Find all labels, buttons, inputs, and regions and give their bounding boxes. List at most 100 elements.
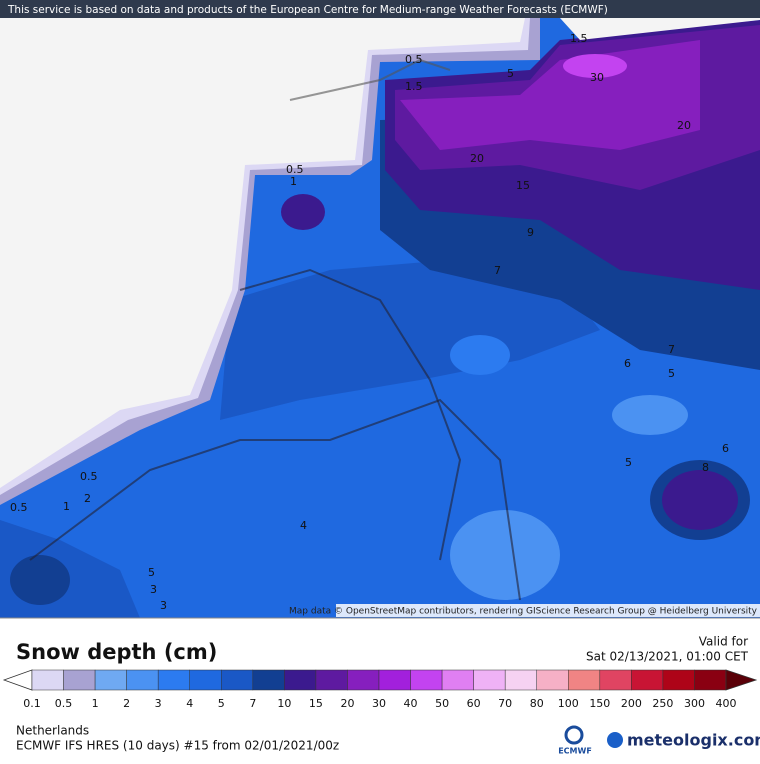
legend-swatch — [441, 669, 474, 691]
legend-swatch — [410, 669, 443, 691]
legend-label: 0.5 — [55, 697, 73, 710]
contour-label: 0.5 — [286, 163, 304, 176]
contour-label: 5 — [507, 67, 514, 80]
legend-swatch — [189, 669, 222, 691]
legend-label: 250 — [652, 697, 673, 710]
legend-swatch — [252, 669, 285, 691]
contour-label: 9 — [527, 226, 534, 239]
coast — [289, 58, 451, 101]
snow-band — [450, 510, 560, 600]
snow-band — [612, 395, 688, 435]
legend-label: 15 — [309, 697, 323, 710]
legend-label: 20 — [340, 697, 354, 710]
title: Snow depth (cm) — [16, 640, 217, 664]
legend-swatch — [662, 669, 695, 691]
legend-label: 5 — [218, 697, 225, 710]
border — [239, 268, 462, 561]
contour-label: 2 — [84, 492, 91, 505]
legend-swatch — [347, 669, 380, 691]
contour-label: 1 — [290, 175, 297, 188]
valid-time: Sat 02/13/2021, 01:00 CET — [586, 650, 749, 664]
contour-labels: 0.5 1 2 3 4 5 3 0.5 1 0.5 1.5 0.5 1.5 5 … — [10, 32, 729, 612]
legend-label: 2 — [123, 697, 130, 710]
legend-swatch — [284, 669, 317, 691]
border — [29, 398, 521, 601]
model-info: ECMWF IFS HRES (10 days) #15 from 02/01/… — [16, 739, 339, 753]
legend-label: 200 — [621, 697, 642, 710]
legend-label: 7 — [249, 697, 256, 710]
legend-swatch — [631, 669, 664, 691]
contour-label: 1 — [63, 500, 70, 513]
legend-swatch — [63, 669, 96, 691]
legend-label: 100 — [558, 697, 579, 710]
legend-label: 40 — [404, 697, 418, 710]
legend-label: 30 — [372, 697, 386, 710]
map: 0.5 1 2 3 4 5 3 0.5 1 0.5 1.5 0.5 1.5 5 … — [0, 0, 760, 618]
legend-label: 70 — [498, 697, 512, 710]
contour-label: 5 — [668, 367, 675, 380]
attribution-bg — [336, 604, 760, 617]
region: Netherlands — [16, 724, 89, 738]
legend-swatch — [473, 669, 506, 691]
legend-end — [2, 669, 33, 691]
ecmwf-logo — [564, 725, 584, 745]
snow-band — [662, 470, 738, 530]
contour-label: 8 — [702, 461, 709, 474]
contour-label: 0.5 — [80, 470, 98, 483]
contour-label: 0.5 — [405, 53, 423, 66]
legend-swatch — [126, 669, 159, 691]
legend-label: 50 — [435, 697, 449, 710]
legend-swatch — [31, 669, 64, 691]
brand-logo — [607, 732, 623, 748]
sea — [0, 18, 760, 40]
legend-swatch — [378, 669, 411, 691]
legend-label: 3 — [155, 697, 162, 710]
contour-label: 1.5 — [405, 80, 423, 93]
legend-label: 150 — [589, 697, 610, 710]
brand: meteologix.com — [627, 731, 760, 750]
legend-label: 80 — [530, 697, 544, 710]
legend-swatch — [504, 669, 537, 691]
legend-label: 400 — [716, 697, 737, 710]
legend-label: 60 — [467, 697, 481, 710]
snow-band — [10, 555, 70, 605]
legend-swatch — [694, 669, 727, 691]
legend-label: 4 — [186, 697, 193, 710]
legend-label: 0.1 — [23, 697, 41, 710]
legend-swatch — [568, 669, 601, 691]
contour-label: 4 — [300, 519, 307, 532]
snow-band — [281, 194, 325, 230]
notice: This service is based on data and produc… — [7, 4, 608, 16]
contour-label: 5 — [625, 456, 632, 469]
snow-band — [563, 54, 627, 78]
attribution: Map data © OpenStreetMap contributors, r… — [289, 607, 758, 617]
valid-label: Valid for — [699, 635, 748, 649]
contour-label: 30 — [590, 71, 604, 84]
contour-label: 0.5 — [10, 501, 28, 514]
snow-band — [450, 335, 510, 375]
contour-label: 1.5 — [570, 32, 588, 45]
legend-swatch — [157, 669, 190, 691]
legend-swatch — [599, 669, 632, 691]
contour-label: 7 — [494, 264, 501, 277]
legend-label: 300 — [684, 697, 705, 710]
contour-label: 20 — [470, 152, 484, 165]
contour-label: 20 — [677, 119, 691, 132]
contour-label: 3 — [150, 583, 157, 596]
contour-label: 5 — [148, 566, 155, 579]
snow-band — [220, 260, 600, 420]
contour-label: 6 — [722, 442, 729, 455]
contour-label: 6 — [624, 357, 631, 370]
legend-end — [725, 669, 758, 691]
legend-label: 1 — [92, 697, 99, 710]
legend-swatch — [536, 669, 569, 691]
legend-swatch — [94, 669, 127, 691]
legend: 0.1 0.5 1 2 3 4 5 7 10 15 20 30 40 50 60 70 80 100 150 200 2… — [2, 669, 758, 710]
sea — [0, 18, 525, 488]
legend-label: 10 — [277, 697, 291, 710]
notice-bar — [0, 0, 760, 18]
contour-label: 3 — [160, 599, 167, 612]
legend-swatch — [315, 669, 348, 691]
contour-label: 7 — [668, 343, 675, 356]
